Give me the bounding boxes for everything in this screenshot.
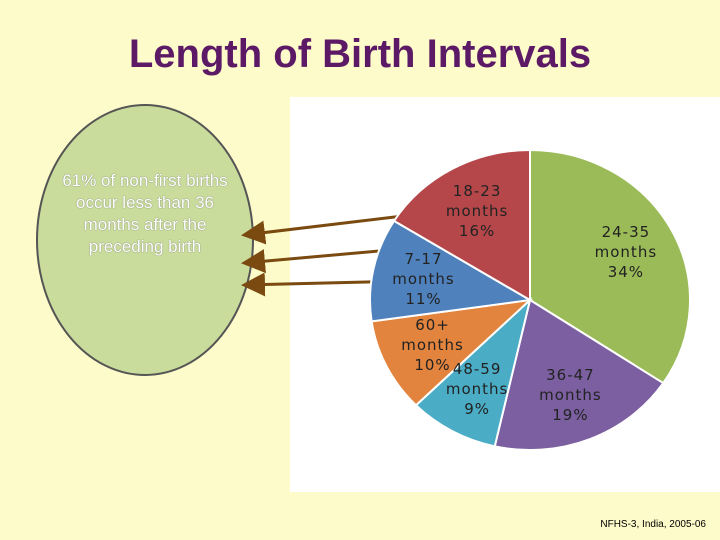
value-label: 34%: [607, 262, 645, 281]
value-label: 9%: [464, 400, 490, 419]
value-label: 16%: [458, 221, 496, 240]
slice-label: 36-47 months 19%: [530, 365, 610, 425]
slice-label: 24-35 months 34%: [586, 222, 666, 282]
category-label: 36-47 months: [539, 365, 602, 404]
pie-slice: [392, 148, 531, 302]
slice-label: 48-59 months 9%: [437, 359, 517, 419]
pie-slice: [414, 297, 532, 448]
slice-label: 60+ months 10%: [393, 315, 473, 375]
pie: [369, 148, 691, 451]
slice-label: 18-23 months 16%: [437, 181, 517, 241]
category-label: 60+ months: [401, 316, 464, 355]
category-label: 7-17 months: [392, 250, 455, 289]
value-label: 10%: [414, 356, 451, 375]
category-label: 24-35 months: [594, 222, 658, 261]
value-label: 11%: [405, 290, 442, 309]
pie-slice: [370, 298, 534, 407]
value-label: 19%: [552, 405, 589, 424]
category-label: 48-59 months: [445, 360, 509, 399]
callout-text: 61% of non-first births occur less than …: [62, 171, 228, 256]
pie-slice: [493, 298, 665, 451]
source-note: NFHS-3, India, 2005-06: [600, 519, 706, 530]
category-label: 18-23 months: [445, 181, 509, 220]
pie-slice: [369, 219, 534, 323]
slice-label: 7-17 months 11%: [384, 249, 464, 309]
chart-title: Length of Birth Intervals: [128, 32, 592, 76]
